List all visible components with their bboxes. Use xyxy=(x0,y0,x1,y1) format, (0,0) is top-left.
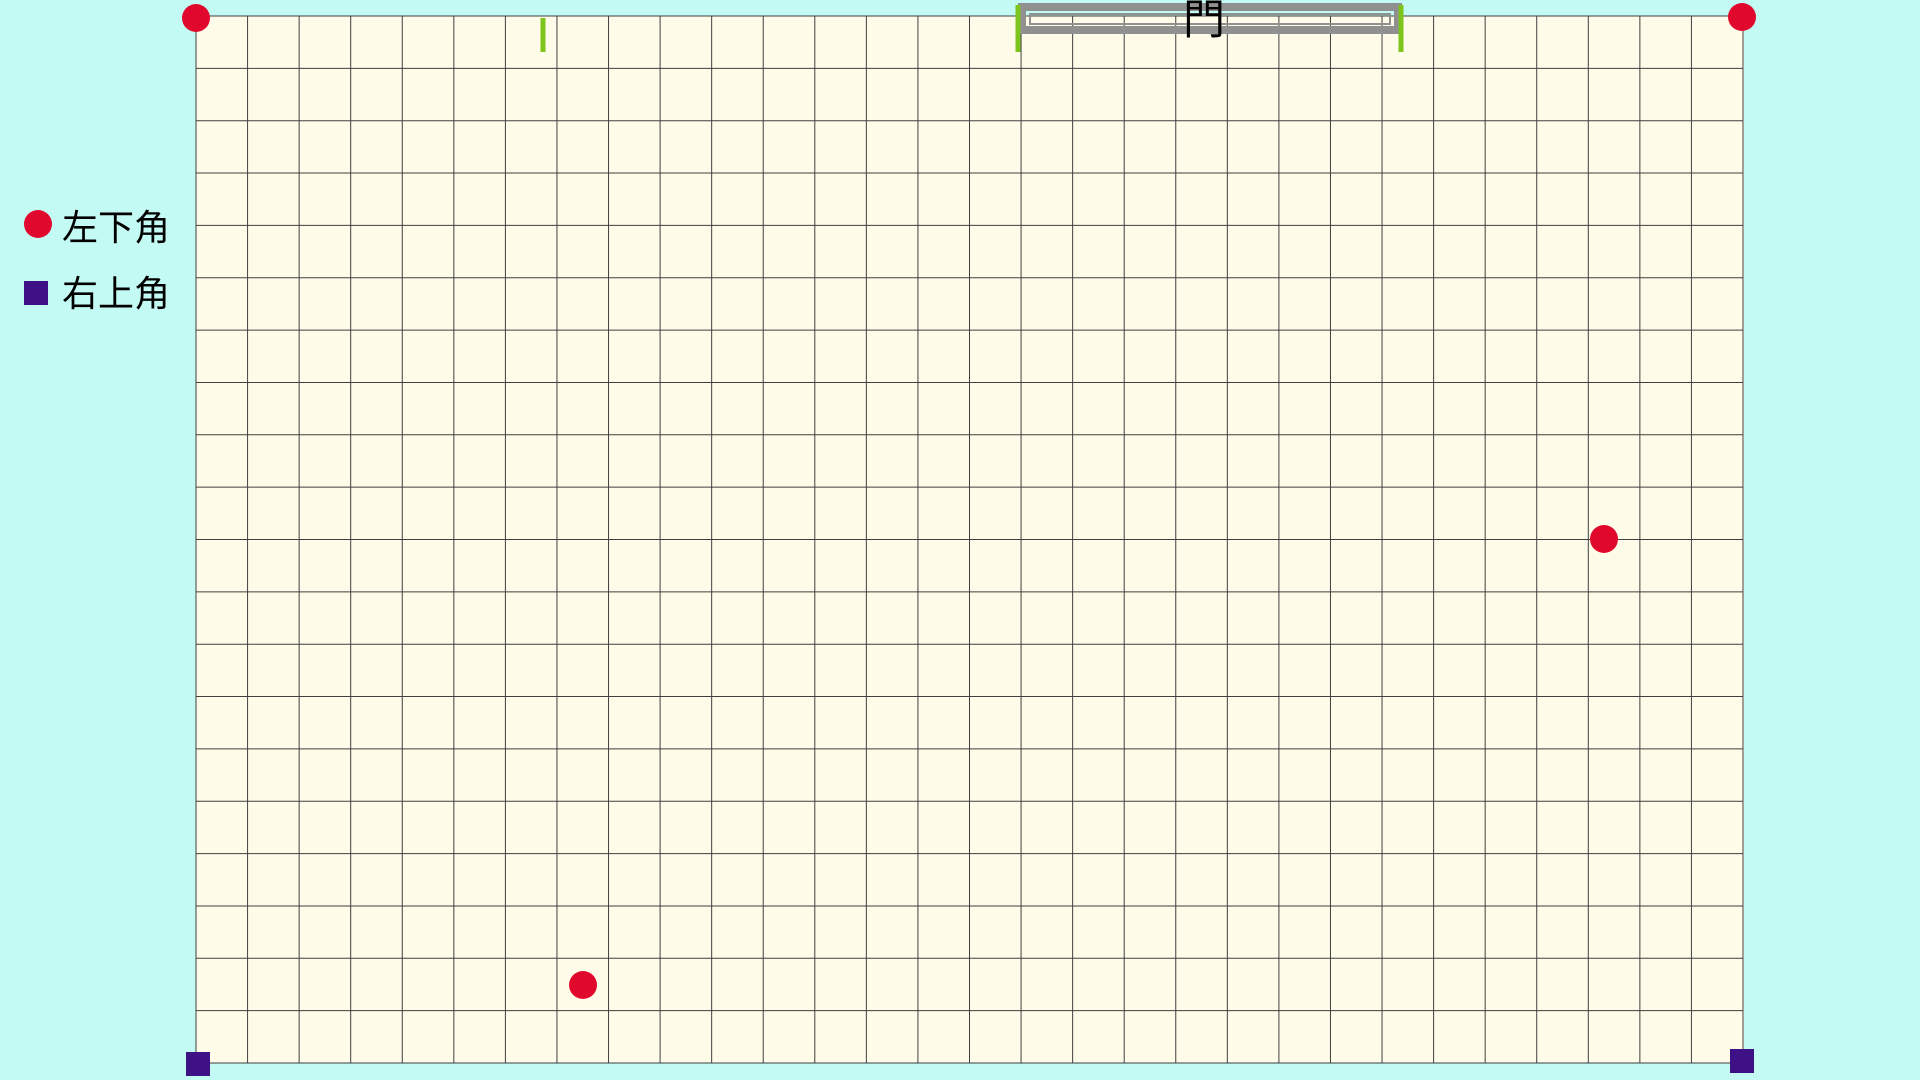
legend: 左下角 右上角 xyxy=(24,208,170,315)
legend-bottom-left-label: 左下角 xyxy=(62,208,170,249)
gate-frame-outer xyxy=(1018,3,1402,34)
gate: 門 xyxy=(1015,0,1404,52)
red-corner-marker-top-right xyxy=(1728,3,1756,31)
purple-square-icon xyxy=(24,281,48,305)
red-corner-marker-top-left xyxy=(182,4,210,32)
red-marker-bottom xyxy=(569,971,597,999)
red-marker-right xyxy=(1590,525,1618,553)
purple-corner-marker-bottom-left xyxy=(186,1052,210,1076)
gate-frame-inner xyxy=(1029,13,1391,25)
red-circle-icon xyxy=(24,210,52,238)
grid-lines xyxy=(195,15,1744,1064)
legend-top-right-label: 右上角 xyxy=(62,274,170,315)
gate-label: 門 xyxy=(1183,0,1225,44)
purple-corner-marker-bottom-right xyxy=(1730,1049,1754,1073)
